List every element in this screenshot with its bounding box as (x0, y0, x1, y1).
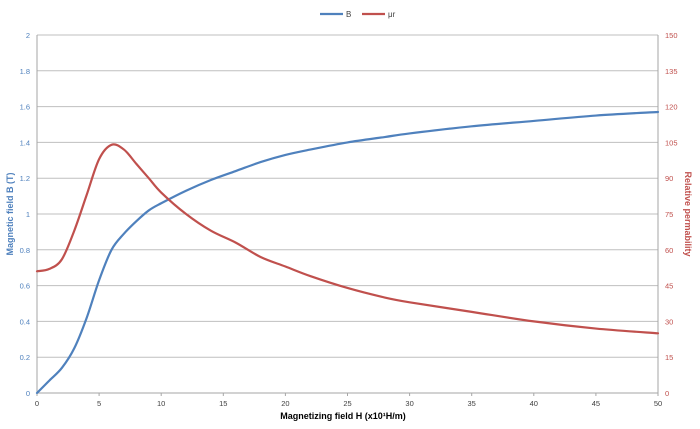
gridlines (37, 34, 658, 394)
y-tick-label-left: 1.4 (20, 138, 30, 147)
y-axis-left-title: Magnetic field B (T) (5, 172, 15, 255)
series-lines (35, 110, 660, 395)
y-tick-label-left: 1.8 (20, 67, 30, 76)
y-tick-label-right: 105 (665, 138, 678, 147)
y-tick-label-left: 0.6 (20, 282, 30, 291)
y-axis-right-ticks: 0 15 30 45 60 75 90 105 120 135 150 (665, 31, 678, 398)
y-tick-label-right: 90 (665, 174, 673, 183)
y-tick-label-right: 150 (665, 31, 678, 40)
x-tick-label: 30 (405, 399, 413, 408)
legend-label-mur: μr (388, 10, 396, 19)
y-tick-label-left: 1.2 (20, 174, 30, 183)
y-tick-label-right: 135 (665, 67, 678, 76)
x-tick-label: 5 (97, 399, 101, 408)
y-tick-label-left: 0.8 (20, 246, 30, 255)
x-tick-label: 25 (343, 399, 351, 408)
y-tick-label-left: 1.6 (20, 103, 30, 112)
y-tick-label-right: 60 (665, 246, 673, 255)
x-tick-label: 50 (654, 399, 662, 408)
y-tick-label-right: 15 (665, 353, 673, 362)
x-axis-ticks: 0 5 10 15 20 25 30 35 40 45 50 (35, 393, 662, 408)
y-tick-label-left: 0 (26, 389, 30, 398)
x-tick-label: 10 (157, 399, 165, 408)
y-tick-label-right: 120 (665, 103, 678, 112)
legend-label-b: B (346, 10, 351, 19)
x-tick-label: 0 (35, 399, 39, 408)
series-line-mur (35, 143, 660, 335)
x-tick-label: 40 (530, 399, 538, 408)
y-tick-label-left: 1 (26, 210, 30, 219)
y-tick-label-right: 75 (665, 210, 673, 219)
y-tick-label-right: 45 (665, 282, 673, 291)
y-tick-label-right: 0 (665, 389, 669, 398)
x-tick-label: 45 (592, 399, 600, 408)
x-tick-label: 15 (219, 399, 227, 408)
x-tick-label: 20 (281, 399, 289, 408)
y-tick-label-right: 30 (665, 317, 673, 326)
series-line-b (35, 110, 660, 395)
legend: B μr (320, 10, 396, 19)
y-tick-label-left: 0.4 (20, 317, 30, 326)
y-axis-left-ticks: 0 0.2 0.4 0.6 0.8 1 1.2 1.4 1.6 1.8 2 (20, 31, 30, 398)
x-tick-label: 35 (468, 399, 476, 408)
y-tick-label-left: 0.2 (20, 353, 30, 362)
x-axis-title: Magnetizing field H (x10¹H/m) (280, 411, 406, 421)
y-axis-right-title: Relative permability (683, 171, 693, 256)
y-tick-label-left: 2 (26, 31, 30, 40)
